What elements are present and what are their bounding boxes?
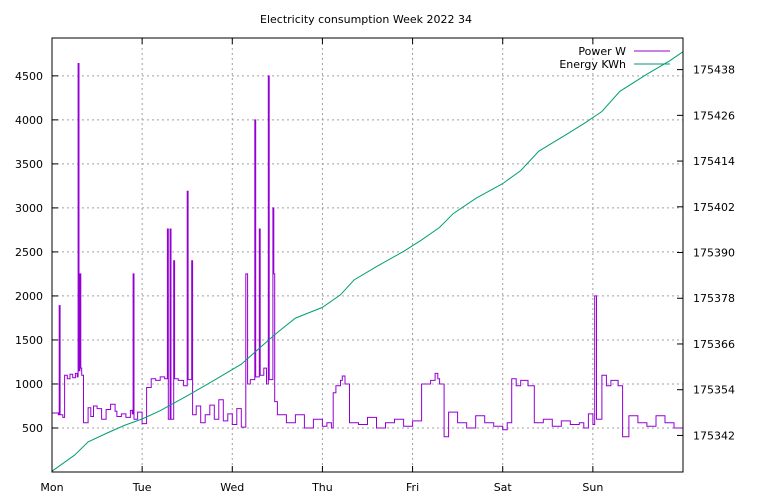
y-right-tick-label: 175378 — [693, 292, 735, 305]
y-left-tick-label: 3500 — [15, 158, 43, 171]
y-right-tick-label: 175426 — [693, 109, 735, 122]
legend-label-energy: Energy KWh — [559, 58, 626, 71]
y-left-tick-label: 4000 — [15, 114, 43, 127]
y-left-tick-label: 3000 — [15, 202, 43, 215]
legend-label-power: Power W — [578, 45, 626, 58]
y-left-tick-label: 1500 — [15, 334, 43, 347]
y-right-tick-label: 175354 — [693, 384, 735, 397]
y-left-tick-label: 4500 — [15, 70, 43, 83]
y-left-tick-label: 1000 — [15, 378, 43, 391]
x-tick-label: Fri — [406, 481, 419, 494]
x-tick-label: Wed — [220, 481, 244, 494]
y-right-tick-label: 175342 — [693, 429, 735, 442]
plot-frame — [51, 37, 684, 473]
y-left-tick-label: 2500 — [15, 246, 43, 259]
y-right-tick-label: 175390 — [693, 247, 735, 260]
series-power-line — [52, 63, 684, 438]
legend: Power W Energy KWh — [559, 45, 670, 71]
x-tick-label: Sun — [582, 481, 603, 494]
y-right-tick-label: 175366 — [693, 338, 735, 351]
axis-ticks: Mon Tue Wed Thu Fri Sat Sun 500 1000 1500 2000 2500… — [15, 38, 735, 494]
series-energy-line — [51, 51, 684, 472]
y-left-tick-label: 2000 — [15, 290, 43, 303]
x-tick-label: Sat — [494, 481, 513, 494]
series-lines — [51, 51, 684, 472]
x-tick-label: Tue — [132, 481, 152, 494]
y-right-tick-label: 175438 — [693, 64, 735, 77]
y-right-tick-label: 175414 — [693, 155, 735, 168]
chart-title: Electricity consumption Week 2022 34 — [260, 13, 472, 26]
y-left-tick-label: 500 — [22, 422, 43, 435]
x-tick-label: Mon — [40, 481, 63, 494]
x-tick-label: Thu — [311, 481, 333, 494]
y-right-tick-label: 175402 — [693, 201, 735, 214]
grid-lines — [52, 38, 683, 472]
